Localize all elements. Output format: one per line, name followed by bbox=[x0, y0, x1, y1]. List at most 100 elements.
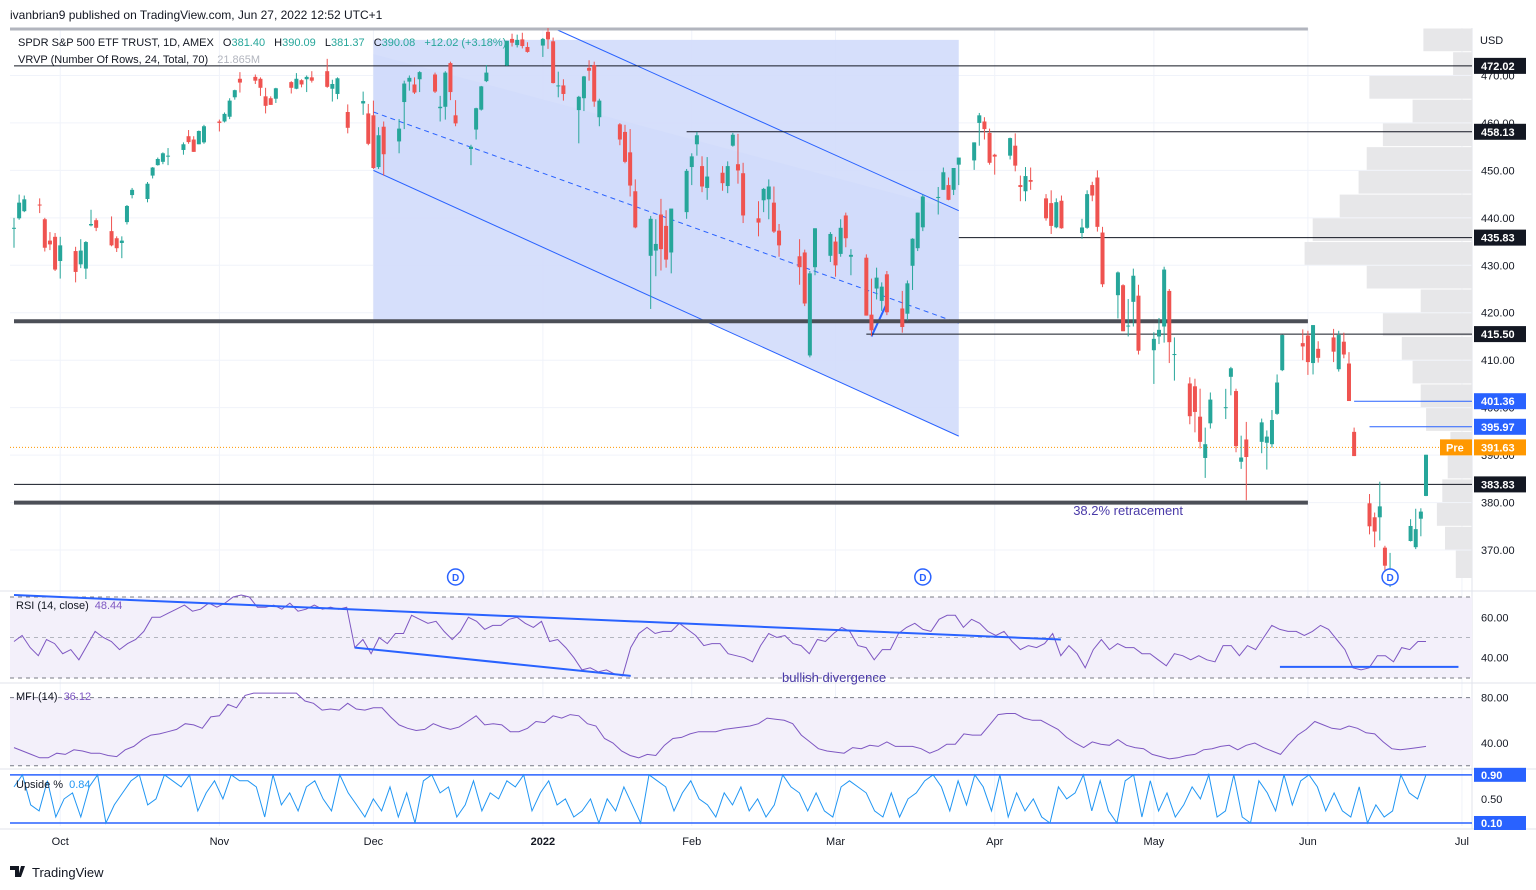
rsi-pane: bullish divergence bbox=[10, 594, 1472, 685]
candle-body bbox=[130, 189, 135, 196]
candle-body bbox=[145, 183, 150, 199]
candle-body bbox=[1305, 335, 1310, 363]
price-tick-label: 430.00 bbox=[1481, 260, 1515, 272]
candle-body bbox=[1259, 422, 1264, 442]
candle-body bbox=[581, 76, 586, 99]
candle-body bbox=[166, 155, 171, 157]
candle-body bbox=[227, 100, 232, 117]
candle-body bbox=[361, 101, 366, 104]
candle-body bbox=[479, 86, 484, 110]
candle-body bbox=[299, 80, 304, 85]
candle-body bbox=[273, 88, 278, 99]
horizontal-levels[interactable]: 38.2% retracement bbox=[10, 27, 1472, 518]
candle-body bbox=[407, 77, 412, 82]
price-label-tag bbox=[1474, 393, 1526, 410]
upside-title-label: Upside % bbox=[16, 779, 63, 791]
currency-label[interactable]: USD bbox=[1480, 35, 1503, 47]
candle-body bbox=[94, 220, 99, 228]
candle-body bbox=[124, 205, 129, 223]
candle-body bbox=[987, 132, 992, 163]
candle-body bbox=[1157, 329, 1162, 337]
candle-body bbox=[232, 90, 237, 98]
candle-body bbox=[504, 40, 509, 66]
candle-body bbox=[1346, 363, 1351, 402]
candle-body bbox=[309, 77, 314, 81]
price-axis[interactable]: 370.00380.00390.00400.00410.00420.00430.… bbox=[1440, 57, 1526, 830]
mfi-tick-label: 80.00 bbox=[1481, 693, 1509, 705]
candle-body bbox=[1223, 407, 1228, 409]
candle-body bbox=[540, 38, 545, 46]
time-tick-label: Jul bbox=[1455, 836, 1469, 848]
volume-profile-bar bbox=[1412, 360, 1472, 384]
volume-profile-bar bbox=[1304, 242, 1472, 265]
candle-body bbox=[1408, 525, 1413, 542]
candle-body bbox=[802, 252, 807, 304]
volume-profile-bar bbox=[1369, 75, 1472, 99]
symbol-name: SPDR S&P 500 ETF TRUST, 1D, AMEX bbox=[18, 37, 214, 49]
candle-body bbox=[905, 283, 910, 314]
mfi-title: MFI (14) 36.12 bbox=[16, 691, 91, 703]
candle-body bbox=[253, 76, 258, 81]
price-label-text: 383.83 bbox=[1481, 479, 1515, 491]
candle-body bbox=[689, 156, 694, 168]
time-tick-label: Feb bbox=[682, 836, 701, 848]
upside-value: 0.84 bbox=[69, 779, 90, 791]
candle-body bbox=[289, 82, 294, 88]
candle-body bbox=[1352, 431, 1357, 457]
candle-body bbox=[1100, 232, 1105, 285]
price-label-tag bbox=[1474, 229, 1526, 246]
time-tick-label: Dec bbox=[364, 836, 384, 848]
candle-body bbox=[1121, 285, 1126, 332]
candle-body bbox=[992, 154, 997, 157]
candle-body bbox=[864, 257, 869, 316]
candle-body bbox=[525, 46, 530, 52]
legend-vrvp: VRVP (Number Of Rows, 24, Total, 70) 21.… bbox=[18, 54, 260, 66]
candle-body bbox=[1367, 503, 1372, 527]
candle-body bbox=[838, 227, 843, 254]
candle-body bbox=[833, 241, 838, 266]
candle-body bbox=[1054, 202, 1059, 228]
publisher-text: ivanbrian9 published on TradingView.com,… bbox=[10, 8, 383, 22]
tradingview-logo-icon bbox=[10, 866, 25, 877]
upside-tick-label: 0.50 bbox=[1481, 794, 1502, 806]
candle-body bbox=[653, 243, 658, 251]
time-axis[interactable]: Oct Nov Dec 2022 Feb Mar Apr May Jun Jul bbox=[52, 836, 1469, 848]
candle-body bbox=[915, 212, 920, 249]
candle-body bbox=[417, 72, 422, 80]
candle-body bbox=[109, 231, 114, 246]
candle-series bbox=[12, 28, 1428, 588]
price-tick-label: 450.00 bbox=[1481, 165, 1515, 177]
low-label: L bbox=[325, 37, 331, 49]
candle-body bbox=[155, 158, 160, 166]
candle-body bbox=[1151, 338, 1156, 351]
candle-body bbox=[37, 204, 42, 206]
tradingview-logo[interactable]: TradingView bbox=[10, 865, 104, 880]
candle-body bbox=[1136, 295, 1141, 351]
volume-profile-bar bbox=[1366, 265, 1472, 289]
price-tick-label: 410.00 bbox=[1481, 355, 1515, 367]
candle-body bbox=[438, 106, 443, 109]
time-tick-label: Oct bbox=[52, 836, 69, 848]
mfi-pane bbox=[10, 692, 1472, 767]
dividend-markers: DDDD bbox=[446, 568, 1399, 586]
candle-body bbox=[484, 72, 489, 82]
price-label-text: 415.50 bbox=[1481, 329, 1515, 341]
candle-body bbox=[1008, 138, 1013, 156]
brand-label: TradingView bbox=[32, 865, 104, 880]
candle-body bbox=[1275, 382, 1280, 414]
volume-profile-bar bbox=[1445, 526, 1472, 550]
candle-body bbox=[294, 78, 299, 89]
price-label-tag bbox=[1474, 418, 1526, 435]
price-label-tag bbox=[1474, 57, 1526, 74]
volume-profile-bar bbox=[1447, 455, 1472, 479]
candle-body bbox=[330, 84, 335, 89]
dividend-marker-icon bbox=[1381, 568, 1399, 586]
price-label-text: 401.36 bbox=[1481, 396, 1515, 408]
candle-body bbox=[910, 238, 915, 266]
candle-body bbox=[869, 314, 874, 331]
candle-body bbox=[89, 224, 94, 226]
volume-profile-bar bbox=[1366, 147, 1472, 170]
volume-profile-bar bbox=[1312, 218, 1472, 242]
candle-body bbox=[1311, 325, 1316, 364]
candle-body bbox=[1413, 529, 1418, 548]
